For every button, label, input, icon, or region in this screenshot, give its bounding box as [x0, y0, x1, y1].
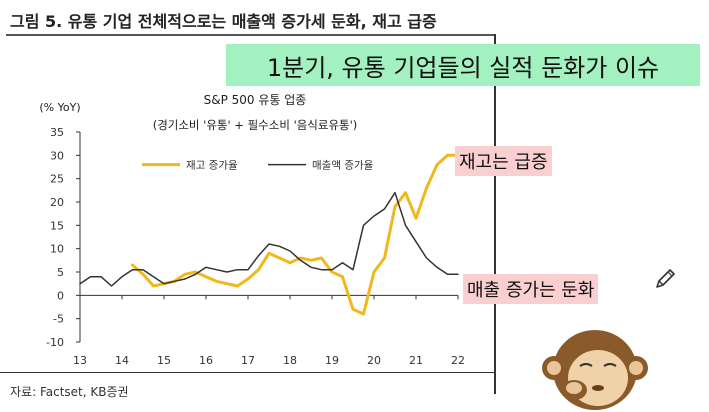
monkey-mascot-icon	[542, 330, 648, 410]
chart-subtitle: (경기소비 '유통' + 필수소비 '음식료유통')	[153, 118, 358, 132]
panel-bottom-border	[0, 372, 496, 373]
sales-callout: 매출 증가는 둔화	[463, 274, 599, 304]
chart-axes: 35 30 25 20 15 10 5 0 -5 -10 13 14 15 16 17 18 19 20 21 22	[46, 126, 465, 367]
x-tick-label: 19	[325, 354, 339, 367]
legend-label-sales: 매출액 증가율	[312, 160, 374, 172]
y-tick-label: -10	[46, 336, 64, 349]
headline-banner: 1분기, 유통 기업들의 실적 둔화가 이슈	[226, 44, 700, 86]
chart-title: S&P 500 유통 업종	[204, 93, 307, 107]
chart-legend: 재고 증가율 매출액 증가율	[142, 160, 374, 172]
x-tick-label: 22	[451, 354, 465, 367]
x-tick-label: 21	[409, 354, 423, 367]
source-note: 자료: Factset, KB증권	[10, 385, 129, 399]
x-tick-label: 16	[199, 354, 213, 367]
panel-right-border	[494, 34, 496, 394]
inventory-growth-line	[131, 153, 460, 316]
legend-label-inventory: 재고 증가율	[186, 160, 238, 172]
x-tick-label: 18	[283, 354, 297, 367]
line-chart: S&P 500 유통 업종 (경기소비 '유통' + 필수소비 '음식료유통')…	[39, 93, 465, 367]
inventory-callout: 재고는 급증	[455, 146, 552, 176]
series-layer	[79, 153, 460, 316]
figure-title: 그림 5. 유통 기업 전체적으로는 매출액 증가세 둔화, 재고 급증	[10, 12, 437, 31]
x-tick-label: 17	[241, 354, 255, 367]
pencil-icon	[656, 269, 675, 288]
y-tick-label: 15	[50, 219, 64, 232]
y-tick-label: 35	[50, 126, 64, 139]
x-tick-label: 20	[367, 354, 381, 367]
y-tick-label: 30	[50, 149, 64, 162]
sales-growth-line	[79, 191, 459, 287]
x-tick-label: 15	[157, 354, 171, 367]
y-tick-label: 25	[50, 173, 64, 186]
y-tick-label: 20	[50, 196, 64, 209]
y-tick-label: 5	[57, 266, 64, 279]
y-tick-label: 0	[57, 289, 64, 302]
y-tick-label: 10	[50, 243, 64, 256]
y-tick-label: -5	[53, 313, 64, 326]
title-divider	[6, 34, 494, 36]
x-tick-label: 13	[73, 354, 87, 367]
y-axis-label: (% YoY)	[39, 101, 80, 114]
x-tick-label: 14	[115, 354, 129, 367]
